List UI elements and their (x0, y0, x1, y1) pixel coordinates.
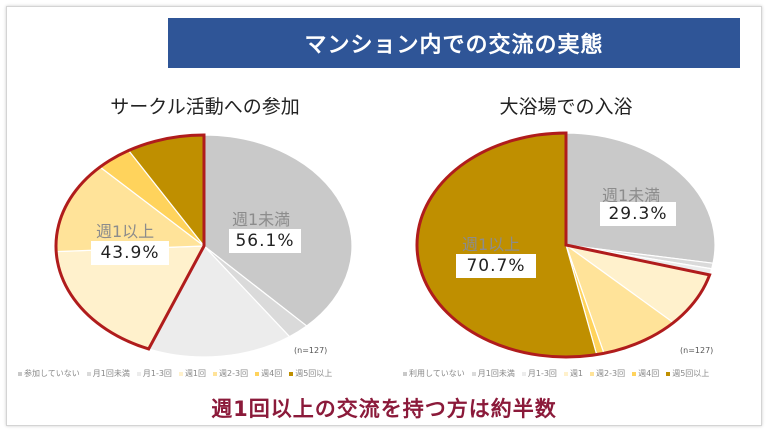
group-label-weekly-circle: 週1以上 (96, 222, 155, 241)
legend-swatch (289, 371, 294, 376)
pie-slice-circle-2 (147, 244, 291, 358)
legend-swatch (255, 371, 260, 376)
legend-item: 月1-3回 (521, 368, 557, 379)
group-label-under-weekly-circle: 週1未満 (232, 210, 291, 229)
legend-label: 利用していない (409, 369, 465, 378)
legend-swatch (590, 371, 595, 376)
chart-title-circle: サークル活動への参加 (110, 96, 300, 118)
legend-label: 週2-3回 (219, 369, 249, 378)
conclusion-text: 週1回以上の交流を持つ方は約半数 (211, 397, 557, 421)
legend-item: 週2-3回 (213, 368, 248, 379)
chart-title-bath: 大浴場での入浴 (499, 96, 633, 118)
legend-swatch (471, 371, 476, 376)
group-value-under-weekly-circle: 56.1% (229, 229, 301, 253)
sample-size-circle: (n=127) (294, 346, 328, 355)
legend-swatch (563, 371, 568, 376)
legend-label: 週5回以上 (295, 369, 333, 378)
legend-item: 週1 (563, 368, 584, 379)
group-label-weekly-bath: 週1以上 (462, 235, 521, 254)
legend-label: 月1回未満 (477, 369, 515, 378)
legend-swatch (18, 371, 22, 376)
legend-swatch (521, 371, 526, 376)
pie-slice-bath-0 (565, 132, 716, 264)
legend-label: 参加していない (24, 369, 80, 378)
legend-label: 週4回 (638, 369, 660, 378)
legend-item: 週5回以上 (666, 368, 709, 379)
legend-label: 週2-3回 (596, 369, 626, 378)
group-value-weekly-circle: 43.9% (91, 241, 169, 265)
legend-swatch (632, 371, 637, 376)
sample-size-bath: (n=127) (680, 346, 714, 355)
legend-item: 週4回 (255, 368, 282, 379)
legend-item: 週5回以上 (289, 368, 332, 379)
legend-item: 月1回未満 (86, 368, 130, 379)
legend-swatch (136, 371, 141, 376)
legend-swatch (86, 371, 91, 376)
legend-item: 週1回 (178, 368, 207, 379)
legend-label: 月1-3回 (527, 369, 557, 378)
slide-title-banner: マンション内での交流の実態 (168, 18, 740, 68)
legend-label: 週4回 (261, 369, 283, 378)
legend-label: 週1回 (184, 369, 207, 378)
legend-label: 週5回以上 (672, 369, 710, 378)
group-value-weekly-bath: 70.7% (456, 254, 536, 278)
legend-label: 月1回未満 (92, 369, 130, 378)
legend-swatch (666, 371, 671, 376)
legend-swatch (213, 371, 218, 376)
legend-item: 月1-3回 (136, 368, 172, 379)
legend-label: 月1-3回 (142, 369, 172, 378)
group-value-under-weekly-bath: 29.3% (600, 202, 676, 226)
legend-item: 参加していない (18, 368, 80, 379)
legend-item: 週2-3回 (590, 368, 625, 379)
slide-title: マンション内での交流の実態 (304, 33, 604, 58)
group-label-under-weekly-bath: 週1未満 (602, 186, 661, 205)
legend-swatch (178, 371, 183, 376)
legend-label: 週1 (569, 369, 584, 378)
highlight-outline-circle (54, 133, 206, 351)
legend-item: 週4回 (632, 368, 659, 379)
legend-swatch (403, 371, 407, 376)
highlight-outline-bath (415, 131, 712, 359)
legend-bath: 利用していない 月1回未満 月1-3回 週1 週2-3回 週4回 週5回以上 (403, 368, 709, 379)
legend-item: 月1回未満 (471, 368, 515, 379)
legend-circle: 参加していない 月1回未満 月1-3回 週1回 週2-3回 週4回 週5回以上 (18, 368, 332, 379)
legend-item: 利用していない (403, 368, 465, 379)
slide-frame (6, 6, 762, 426)
